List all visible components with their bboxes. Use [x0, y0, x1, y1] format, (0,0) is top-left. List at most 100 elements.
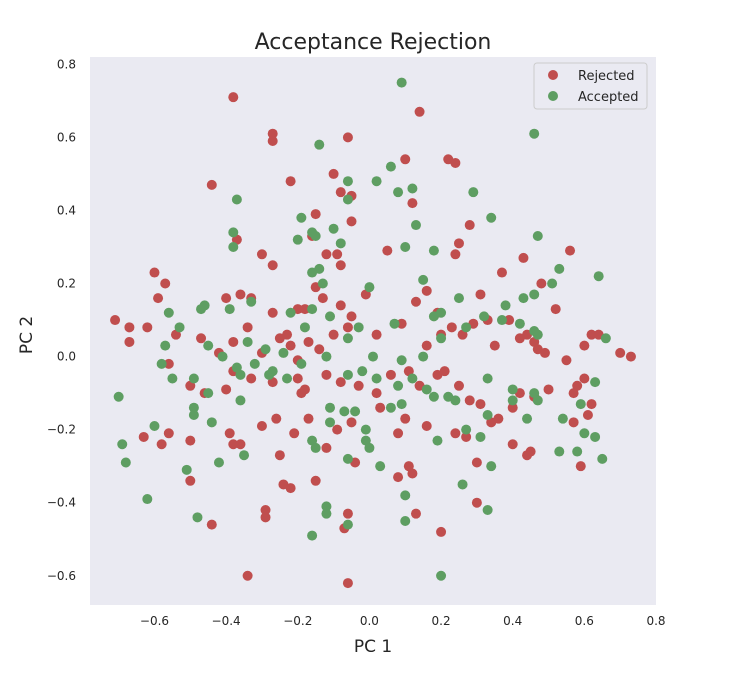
point-rejected — [393, 472, 404, 483]
point-rejected — [475, 399, 486, 410]
y-tick-labels: −0.6 −0.4 −0.2 0.0 0.2 0.4 0.6 0.8 — [47, 57, 76, 582]
point-rejected — [496, 267, 507, 278]
point-accepted — [342, 369, 353, 380]
point-accepted — [228, 241, 239, 252]
point-rejected — [163, 358, 174, 369]
point-accepted — [579, 428, 590, 439]
x-tick-label: 0.0 — [360, 614, 379, 628]
y-tick-label: 0.2 — [57, 277, 76, 291]
point-accepted — [428, 391, 439, 402]
point-accepted — [325, 402, 336, 413]
y-tick-label: 0.8 — [57, 57, 76, 71]
point-rejected — [371, 329, 382, 340]
point-accepted — [418, 274, 429, 285]
point-rejected — [371, 388, 382, 399]
point-rejected — [196, 333, 207, 344]
point-accepted — [575, 399, 586, 410]
point-rejected — [246, 373, 257, 384]
point-accepted — [267, 366, 278, 377]
point-accepted — [432, 435, 443, 446]
point-rejected — [489, 340, 500, 351]
y-tick-label: −0.6 — [47, 569, 76, 583]
point-accepted — [572, 446, 583, 457]
point-accepted — [532, 395, 543, 406]
point-rejected — [138, 431, 149, 442]
point-rejected — [303, 336, 314, 347]
point-accepted — [342, 333, 353, 344]
point-rejected — [285, 176, 296, 187]
legend-box — [533, 62, 648, 110]
point-rejected — [206, 519, 217, 530]
point-rejected — [335, 377, 346, 388]
point-accepted — [203, 388, 214, 399]
point-accepted — [360, 424, 371, 435]
legend-marker-accepted — [548, 91, 558, 101]
point-rejected — [314, 344, 325, 355]
point-accepted — [450, 395, 461, 406]
y-axis-label: PC 2 — [17, 316, 37, 354]
point-rejected — [396, 318, 407, 329]
point-accepted — [339, 406, 350, 417]
point-accepted — [475, 431, 486, 442]
point-rejected — [292, 373, 303, 384]
point-rejected — [375, 402, 386, 413]
point-rejected — [321, 442, 332, 453]
point-accepted — [350, 406, 361, 417]
point-accepted — [407, 183, 418, 194]
point-rejected — [586, 399, 597, 410]
y-tick-label: 0.6 — [57, 130, 76, 144]
point-rejected — [579, 340, 590, 351]
point-rejected — [346, 311, 357, 322]
point-rejected — [579, 373, 590, 384]
point-accepted — [199, 300, 210, 311]
point-rejected — [543, 384, 554, 395]
point-rejected — [407, 468, 418, 479]
point-accepted — [260, 344, 271, 355]
point-rejected — [504, 315, 515, 326]
x-axis-label: PC 1 — [354, 637, 392, 657]
point-accepted — [597, 453, 608, 464]
point-rejected — [303, 413, 314, 424]
point-rejected — [321, 369, 332, 380]
point-accepted — [364, 442, 375, 453]
point-accepted — [278, 347, 289, 358]
point-accepted — [307, 530, 318, 541]
point-accepted — [593, 271, 604, 282]
point-accepted — [436, 333, 447, 344]
point-accepted — [410, 220, 421, 231]
point-accepted — [532, 231, 543, 242]
point-accepted — [457, 479, 468, 490]
point-accepted — [590, 431, 601, 442]
point-rejected — [464, 220, 475, 231]
chart-title: Acceptance Rejection — [255, 30, 492, 55]
point-accepted — [156, 358, 167, 369]
point-rejected — [393, 428, 404, 439]
x-tick-label: −0.6 — [140, 614, 169, 628]
point-accepted — [400, 241, 411, 252]
point-rejected — [625, 351, 636, 362]
point-accepted — [249, 358, 260, 369]
point-accepted — [486, 212, 497, 223]
point-accepted — [188, 410, 199, 421]
point-rejected — [224, 428, 235, 439]
point-rejected — [185, 435, 196, 446]
point-rejected — [206, 179, 217, 190]
point-accepted — [393, 187, 404, 198]
point-accepted — [174, 322, 185, 333]
point-rejected — [615, 347, 626, 358]
point-rejected — [149, 267, 160, 278]
point-accepted — [307, 267, 318, 278]
point-accepted — [213, 457, 224, 468]
point-accepted — [532, 329, 543, 340]
point-rejected — [332, 424, 343, 435]
x-tick-label: 0.4 — [503, 614, 522, 628]
point-rejected — [321, 249, 332, 260]
point-accepted — [353, 322, 364, 333]
point-rejected — [342, 578, 353, 589]
point-accepted — [518, 293, 529, 304]
point-accepted — [192, 512, 203, 523]
point-accepted — [393, 380, 404, 391]
point-rejected — [565, 245, 576, 256]
point-rejected — [299, 304, 310, 315]
point-rejected — [335, 260, 346, 271]
